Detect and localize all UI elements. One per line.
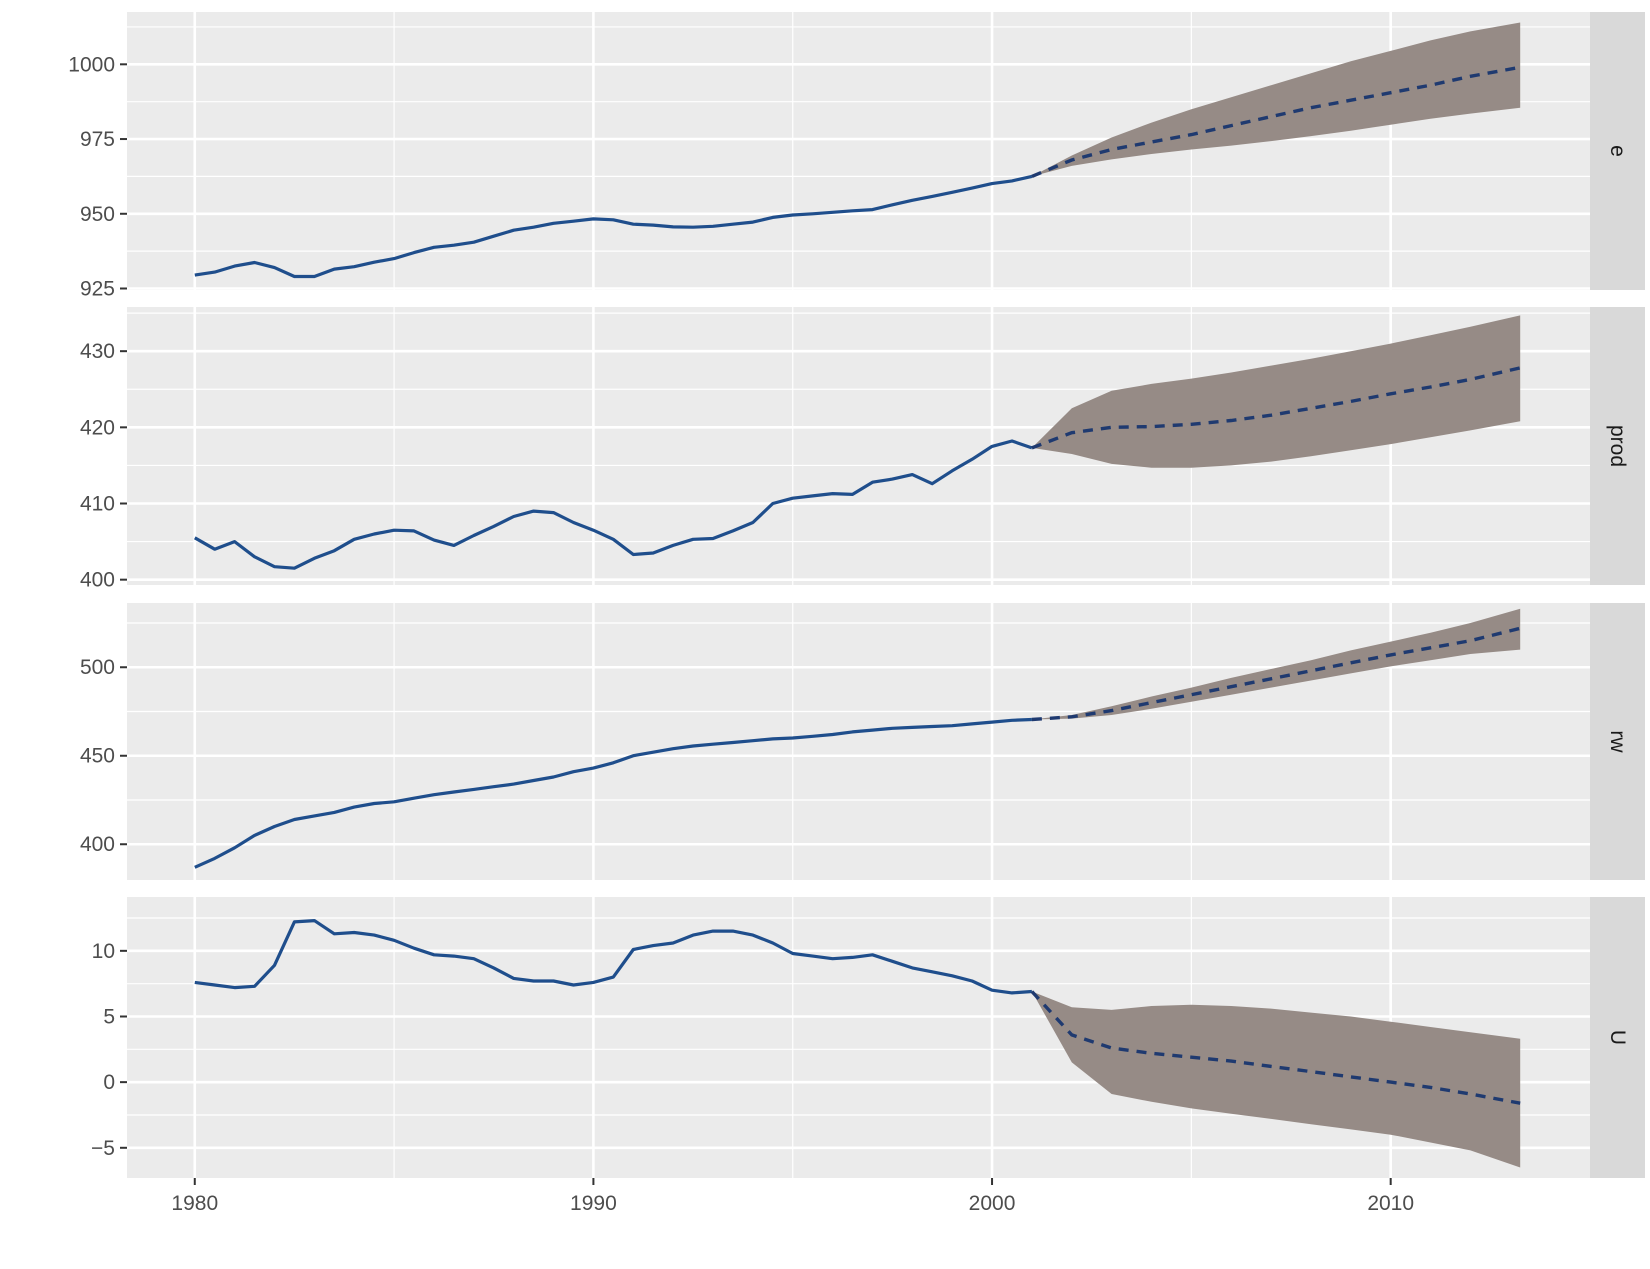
panel-prod-forecast-interval <box>1031 315 1521 468</box>
panel-prod-forecast-mean-line <box>1031 366 1521 450</box>
panel-u-forecast-interval <box>1031 991 1521 1168</box>
panel-prod-y-tick-label: 410 <box>80 493 115 516</box>
panel-rw-forecast-mean-line <box>1031 626 1521 722</box>
panel-e-y-tick-label: 975 <box>80 128 115 151</box>
panel-e-background <box>127 12 1590 290</box>
x-tick-label: 2000 <box>969 1192 1016 1215</box>
panel-rw-y-tick-label: 400 <box>80 833 115 856</box>
panel-u-history-line <box>194 918 1033 995</box>
panel-e-y-tick-label: 950 <box>80 203 115 226</box>
panel-prod-y-tick-label: 430 <box>80 340 115 363</box>
panel-u-y-tick-label: −5 <box>91 1137 115 1160</box>
panel-e-y-tick-label: 925 <box>80 278 115 301</box>
panel-rw-history-line <box>194 717 1032 869</box>
panel-u-y-tick-label: 0 <box>103 1071 115 1094</box>
panel-prod-strip-label: prod <box>1606 425 1629 467</box>
panel-rw-strip-label: rw <box>1606 730 1629 753</box>
panel-u-strip-label: U <box>1606 1030 1629 1045</box>
panel-e-history-line <box>194 174 1033 279</box>
panel-prod-y-tick-label: 400 <box>80 569 115 592</box>
x-tick-label: 1990 <box>570 1192 617 1215</box>
panel-e-y-tick-label: 1000 <box>68 53 115 76</box>
panel-prod-history-line <box>194 439 1033 570</box>
panel-prod-strip <box>1590 307 1645 585</box>
panel-e-strip-label: e <box>1606 145 1629 157</box>
panel-u-y-tick-label: 10 <box>92 940 115 963</box>
x-tick-label: 1980 <box>171 1192 218 1215</box>
panel-rw-background <box>127 603 1590 880</box>
panel-rw-y-tick-label: 450 <box>80 745 115 768</box>
panel-rw-strip <box>1590 603 1645 880</box>
panel-e-strip <box>1590 12 1645 290</box>
panel-rw-y-tick-label: 500 <box>80 656 115 679</box>
panel-u-y-tick-label: 5 <box>103 1005 115 1028</box>
panel-u-forecast-mean-line <box>1030 990 1521 1105</box>
panel-e-forecast-interval <box>1031 22 1521 177</box>
panel-u-strip <box>1590 897 1645 1178</box>
x-tick-label: 2010 <box>1367 1192 1414 1215</box>
panel-prod-y-tick-label: 420 <box>80 416 115 439</box>
